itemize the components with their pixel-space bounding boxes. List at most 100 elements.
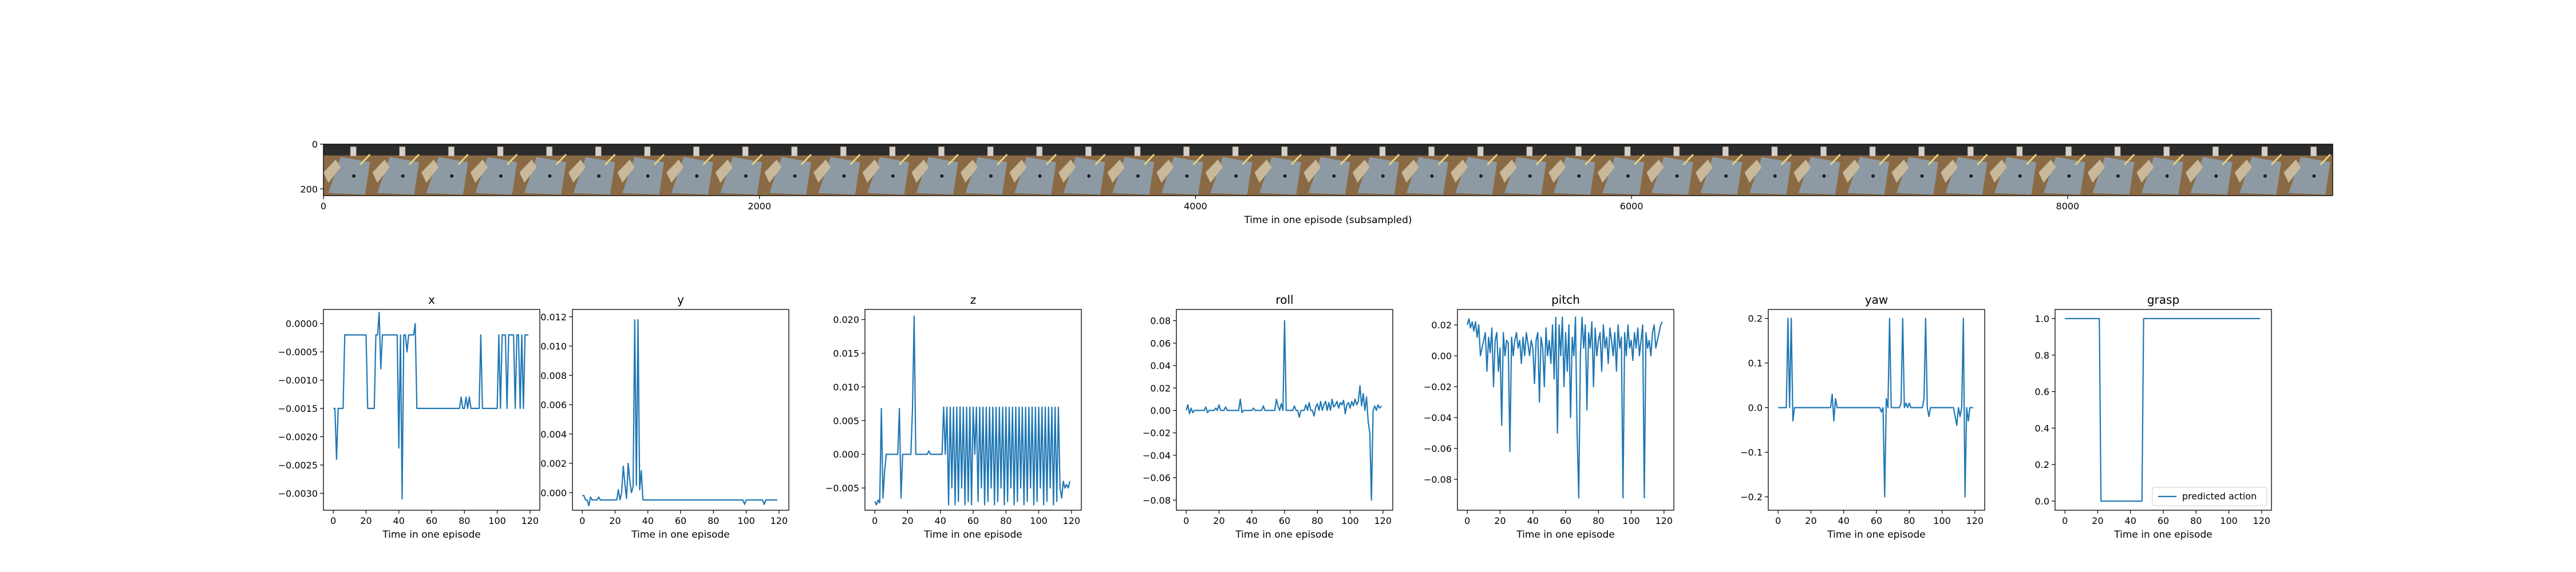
y-tick-label: −0.0015 — [278, 403, 318, 414]
y-tick-label: −0.04 — [1143, 450, 1171, 461]
x-tick-label: 60 — [426, 515, 437, 526]
axes-frame — [323, 309, 540, 511]
x-tick-label: 80 — [2190, 515, 2202, 526]
chart-panel-roll: 0 20 40 60 80 100 120 −0.08 −0.06 −0.04 −0.02 0.00 0… — [1143, 293, 1393, 541]
y-tick-label: 0.015 — [833, 348, 859, 359]
x-tick-label: 120 — [2253, 515, 2271, 526]
y-tick-label: −0.0020 — [278, 431, 318, 442]
y-tick-label: 0.1 — [1748, 358, 1763, 369]
y-tick-label: −0.08 — [1143, 495, 1171, 506]
strip-y-tick-label: 0 — [312, 139, 318, 150]
x-tick-label: 0 — [872, 515, 878, 526]
x-tick-label: 100 — [1341, 515, 1359, 526]
x-tick-label: 0 — [2062, 515, 2068, 526]
y-tick-label: 0.010 — [833, 382, 859, 392]
series-line-yaw — [1778, 317, 1973, 498]
y-tick-label: 0.002 — [540, 458, 567, 469]
x-tick-label: 80 — [1311, 515, 1323, 526]
x-tick-label: 120 — [1374, 515, 1392, 526]
strip-x-tick-label: 4000 — [1184, 201, 1207, 212]
x-tick-label: 0 — [1183, 515, 1189, 526]
x-tick-label: 60 — [967, 515, 979, 526]
axes-frame — [1768, 309, 1985, 511]
axes-frame — [2055, 309, 2272, 511]
x-tick-label: 60 — [1560, 515, 1571, 526]
y-tick-label: −0.1 — [1740, 447, 1763, 458]
y-tick-label: −0.2 — [1740, 492, 1763, 503]
y-tick-label: 0.000 — [833, 449, 859, 460]
y-tick-label: 0.2 — [2035, 459, 2049, 470]
x-tick-label: 40 — [642, 515, 654, 526]
x-tick-label: 40 — [2125, 515, 2136, 526]
y-tick-label: 0.0000 — [286, 319, 318, 329]
y-tick-label: 0.8 — [2035, 350, 2049, 361]
chart-panel-yaw: 0 20 40 60 80 100 120 −0.2 −0.1 0.0 0.1 0.2 yaw Time … — [1740, 293, 1985, 541]
y-tick-label: −0.08 — [1424, 474, 1452, 485]
chart-title: roll — [1275, 293, 1293, 307]
x-axis-label: Time in one episode — [1516, 529, 1614, 541]
x-tick-label: 0 — [1775, 515, 1781, 526]
x-axis-label: Time in one episode — [923, 529, 1022, 541]
y-tick-label: −0.005 — [825, 483, 859, 494]
strip-x-tick-label: 2000 — [748, 201, 771, 212]
chart-title: grasp — [2147, 293, 2179, 307]
x-tick-label: 100 — [488, 515, 506, 526]
line-chart-panels: 0 20 40 60 80 100 1200.0000−0.0005−0.0010−0.00… — [278, 293, 2272, 541]
y-tick-label: −0.04 — [1424, 412, 1452, 423]
y-tick-label: 1.0 — [2035, 313, 2049, 324]
x-tick-label: 120 — [1063, 515, 1081, 526]
y-tick-label: 0.010 — [540, 341, 567, 352]
x-tick-label: 20 — [609, 515, 621, 526]
x-tick-label: 120 — [771, 515, 788, 526]
chart-panel-x: 0 20 40 60 80 100 120 0.0000 −0.0005 −0.0010 −0.00… — [278, 293, 540, 541]
x-axis-label: Time in one episode — [1235, 529, 1333, 541]
x-tick-label: 20 — [1213, 515, 1224, 526]
x-axis-label: Time in one episode — [2113, 529, 2212, 541]
x-tick-label: 120 — [1966, 515, 1984, 526]
x-tick-label: 0 — [1464, 515, 1470, 526]
strip-frame — [323, 144, 2333, 196]
x-axis-label: Time in one episode — [1827, 529, 1925, 541]
x-tick-label: 20 — [1805, 515, 1816, 526]
x-tick-label: 120 — [521, 515, 539, 526]
series-line-grasp — [2065, 317, 2260, 502]
chart-title: pitch — [1551, 293, 1580, 307]
x-tick-label: 60 — [675, 515, 686, 526]
chart-title: x — [428, 293, 435, 307]
legend-label: predicted action — [2182, 491, 2257, 502]
x-tick-label: 80 — [1593, 515, 1604, 526]
y-tick-label: −0.0005 — [278, 347, 318, 357]
strip-x-tick-label: 6000 — [1620, 201, 1643, 212]
series-line-roll — [1186, 320, 1382, 501]
y-tick-label: 0.02 — [1431, 320, 1452, 331]
strip-x-axis-label: Time in one episode (subsampled) — [1243, 214, 1412, 226]
episode-frames-image — [323, 144, 2333, 196]
y-tick-label: 0.02 — [1150, 383, 1171, 394]
x-tick-label: 40 — [393, 515, 405, 526]
series-line-x — [333, 311, 528, 500]
y-tick-label: 0.00 — [1150, 405, 1171, 416]
x-tick-label: 100 — [2220, 515, 2238, 526]
x-tick-label: 100 — [1030, 515, 1048, 526]
x-tick-label: 20 — [1494, 515, 1506, 526]
axes-frame — [572, 309, 789, 511]
y-tick-label: 0.2 — [1748, 313, 1763, 324]
chart-panel-y: 0 20 40 60 80 100 120 0.000 0.002 0.004 0.006 0.008… — [540, 293, 789, 541]
y-tick-label: 0.0 — [2035, 496, 2049, 507]
chart-panel-z: 0 20 40 60 80 100 120 −0.005 0.000 0.005 0.010 0.01… — [825, 293, 1082, 541]
x-tick-label: 100 — [1933, 515, 1951, 526]
chart-panel-grasp: 0 20 40 60 80 100 120 0.0 0.2 0.4 0.6 0.8 1.0 grasp Ti… — [2035, 293, 2272, 541]
y-tick-label: 0.04 — [1150, 360, 1171, 371]
x-tick-label: 80 — [1903, 515, 1915, 526]
y-tick-label: −0.0010 — [278, 375, 318, 386]
series-line-pitch — [1467, 316, 1663, 499]
x-tick-label: 40 — [1246, 515, 1258, 526]
y-tick-label: 0.06 — [1150, 338, 1171, 349]
x-tick-label: 0 — [579, 515, 585, 526]
x-tick-label: 80 — [459, 515, 470, 526]
x-tick-label: 20 — [360, 515, 372, 526]
series-line-y — [582, 319, 777, 507]
y-tick-label: −0.02 — [1143, 428, 1171, 439]
